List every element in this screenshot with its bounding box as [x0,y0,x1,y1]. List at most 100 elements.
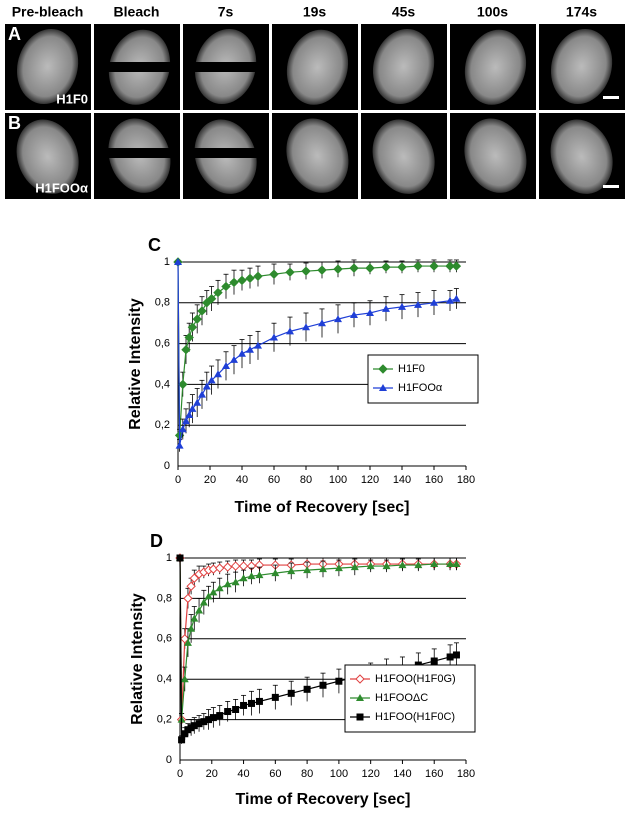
marker [301,266,311,276]
marker [237,275,247,286]
y-tick-label: 1 [166,552,172,564]
x-tick-label: 40 [236,474,248,486]
marker [187,624,196,632]
marker [174,258,182,265]
legend-label: H1FOOα [398,382,443,394]
marker [178,379,188,390]
y-tick-label: 0,6 [155,338,170,350]
marker [246,345,254,353]
y-tick-label: 1 [164,256,170,268]
column-header: 7s [218,4,234,20]
marker [247,572,256,580]
marker [254,341,262,349]
marker [238,561,249,571]
marker [398,302,406,310]
marker [355,674,365,684]
marker [214,370,222,378]
y-tick-label: 0,6 [157,633,172,645]
marker [182,417,190,425]
marker [222,562,233,572]
y-tick-label: 0,4 [155,378,170,390]
marker [209,588,218,596]
marker [232,706,240,713]
marker [238,349,246,357]
x-tick-label: 140 [393,768,411,780]
legend-label: H1FOOΔC [375,692,428,704]
marker [334,564,343,572]
marker [190,722,198,730]
nucleus [550,28,613,104]
marker [333,264,343,274]
x-tick-label: 0 [175,474,181,486]
marker [206,294,217,304]
x-tick-label: 160 [425,768,443,780]
marker [193,398,202,406]
marker [189,573,200,583]
nucleus [464,118,527,193]
marker [224,708,232,716]
marker [195,720,203,728]
marker [430,298,438,306]
marker [192,314,202,324]
x-tick-label: 180 [457,474,475,486]
y-tick-label: 0,2 [155,419,170,431]
legend-label: H1F0 [398,363,425,375]
marker [248,699,255,707]
marker [382,304,390,312]
x-tick-label: 20 [204,474,216,486]
nucleus [464,29,527,105]
nucleus [16,28,79,104]
bleach-strip [99,62,176,72]
marker [205,716,213,724]
marker [366,562,375,570]
nucleus [286,118,349,193]
column-header: 19s [303,4,327,20]
x-axis-title: Time of Recovery [sec] [236,791,411,808]
marker [255,571,264,579]
marker [190,614,199,622]
marker [271,693,279,701]
marker [221,281,231,292]
marker [382,562,391,570]
marker [286,327,294,335]
marker [200,718,208,726]
legend-label: H1FOO(H1F0G) [375,673,456,685]
marker [303,685,311,693]
chart: D 0 0,2 0,4 0,6 0,8 1 0 20 40 60 80 100 120 140 160 180 T… [129,531,476,808]
nucleus [286,29,349,105]
scale-bar [603,185,619,188]
marker [213,287,223,298]
series-line [177,261,457,436]
marker [365,263,375,273]
marker [446,653,454,661]
y-axis-title: Relative Intensity [129,593,146,725]
marker [253,271,263,281]
y-axis-title: Relative Intensity [127,298,144,430]
marker [207,376,216,384]
column-header: Bleach [114,4,160,20]
marker [366,309,374,316]
marker [446,296,454,304]
marker [178,736,186,744]
marker [231,578,240,586]
marker [452,294,461,302]
marker [430,657,438,665]
x-tick-label: 160 [425,474,443,486]
series-line [177,261,457,446]
marker [446,560,455,568]
column-header: 100s [477,4,508,20]
x-tick-label: 40 [237,768,249,780]
marker [430,560,439,568]
row-label: H1F0 [56,91,88,106]
x-tick-label: 0 [177,768,183,780]
x-axis-title: Time of Recovery [sec] [235,499,410,516]
marker [318,319,326,327]
marker [349,263,359,273]
x-tick-label: 20 [206,768,218,780]
x-tick-label: 140 [393,474,411,486]
marker [270,333,278,341]
marker [319,565,327,573]
marker [186,581,196,591]
marker [180,675,189,683]
